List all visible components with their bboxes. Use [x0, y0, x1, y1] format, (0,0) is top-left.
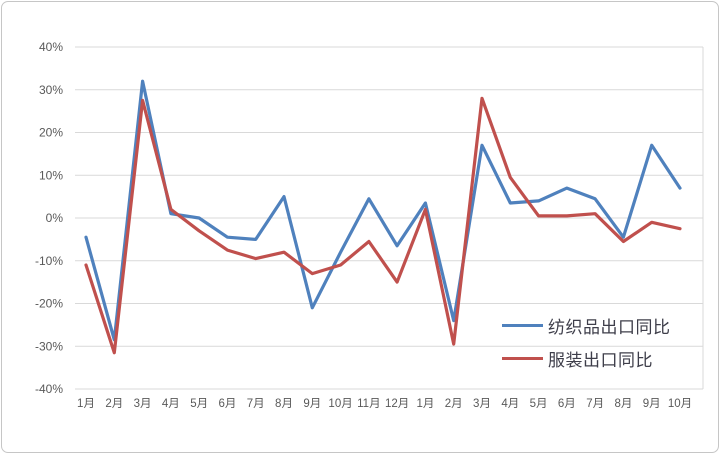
x-axis-labels: 1月 2月 3月 4月 5月 6月 7月 8月 9月 10月 11月 12月 1月 2月 3月 4月 5月 6月 7… — [77, 398, 692, 410]
x-tick-label: 8月 — [275, 398, 293, 410]
x-tick-label: 2月 — [105, 398, 123, 410]
y-tick-label: -40% — [35, 382, 63, 396]
x-tick-label: 5月 — [530, 398, 548, 410]
x-tick-label: 6月 — [218, 398, 236, 410]
legend-swatch-apparel-line — [502, 356, 543, 360]
legend-label-apparel: 服装出口同比 — [548, 350, 653, 370]
x-tick-label: 2月 — [445, 398, 463, 410]
y-tick-label: -10% — [35, 254, 63, 268]
x-tick-label: 5月 — [190, 398, 208, 410]
x-tick-label: 3月 — [473, 398, 491, 410]
x-tick-label: 11月 — [357, 398, 380, 410]
series-lines — [84, 79, 682, 355]
y-tick-label: 20% — [39, 126, 63, 140]
y-tick-label: 40% — [39, 40, 63, 54]
x-tick-label: 6月 — [558, 398, 576, 410]
x-tick-label: 4月 — [501, 398, 519, 410]
series-line-1 — [84, 96, 682, 355]
y-tick-label: -30% — [35, 339, 63, 353]
y-tick-label: 10% — [39, 168, 63, 182]
x-tick-label: 7月 — [247, 398, 265, 410]
x-tick-label: 1月 — [416, 398, 434, 410]
x-tick-label: 10月 — [328, 398, 352, 410]
legend-swatch-textile-line — [502, 323, 543, 327]
chart-legend: 纺织品出口同比 服装出口同比 — [502, 313, 671, 370]
x-tick-label: 12月 — [385, 398, 409, 410]
legend-item-textile: 纺织品出口同比 — [502, 313, 671, 337]
y-tick-label: 0% — [46, 211, 64, 225]
legend-label-textile: 纺织品出口同比 — [548, 317, 671, 337]
legend-item-apparel: 服装出口同比 — [502, 346, 671, 370]
series-line-0 — [84, 79, 682, 342]
x-tick-label: 7月 — [586, 398, 604, 410]
x-tick-label: 10月 — [668, 398, 692, 410]
y-tick-label: 30% — [39, 83, 63, 97]
y-tick-label: -20% — [35, 297, 63, 311]
gridlines — [75, 46, 704, 390]
x-tick-label: 8月 — [614, 398, 632, 410]
x-tick-label: 3月 — [134, 398, 152, 410]
x-tick-label: 1月 — [77, 398, 95, 410]
x-tick-label: 4月 — [162, 398, 180, 410]
y-axis-labels: 40% 30% 20% 10% 0% -10% -20% -30% -40% — [35, 40, 63, 396]
x-tick-label: 9月 — [643, 398, 661, 410]
x-tick-label: 9月 — [303, 398, 321, 410]
